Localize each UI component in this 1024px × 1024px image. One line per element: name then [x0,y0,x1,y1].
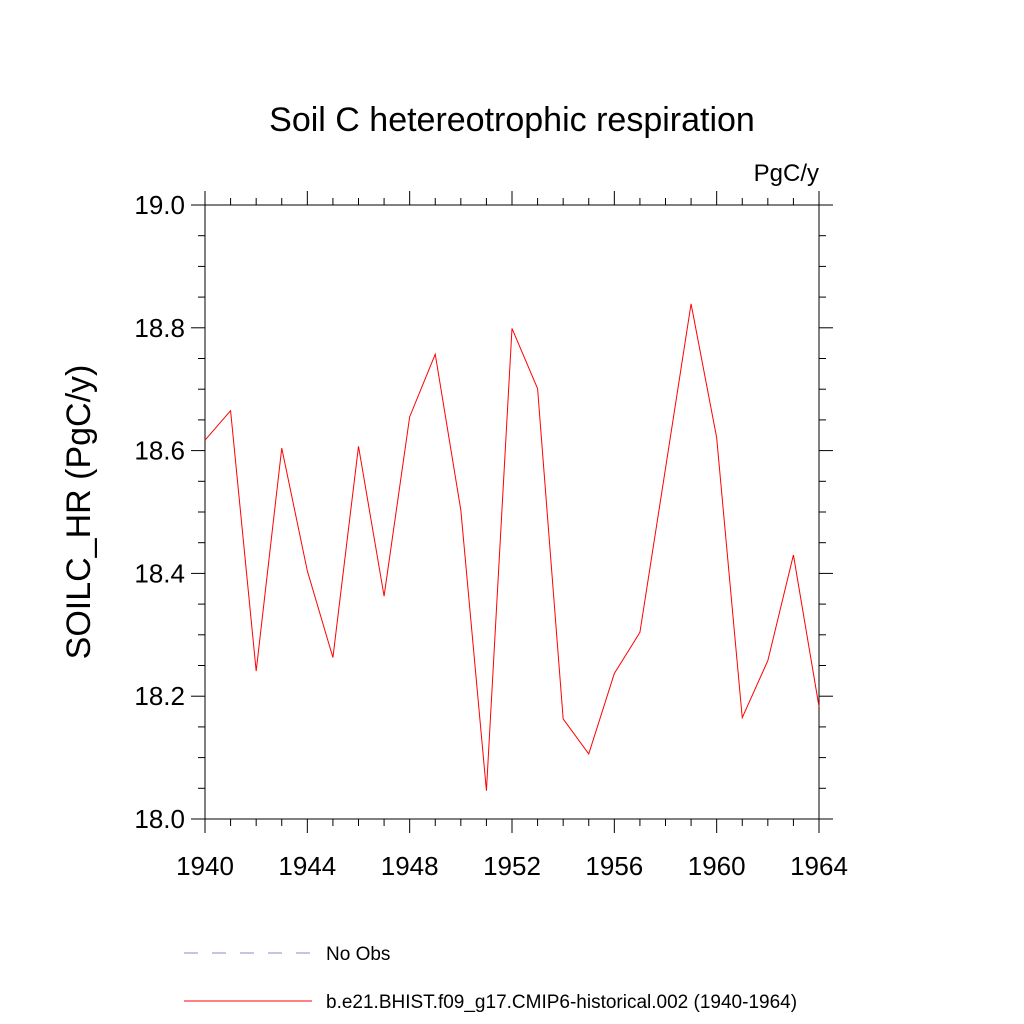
plot-frame [204,204,820,820]
x-tick-label: 1956 [585,851,643,881]
legend-label-historical: b.e21.BHIST.f09_g17.CMIP6-historical.002… [326,992,797,1013]
y-axis-label: SOILC_HR (PgC/y) [60,365,98,660]
y-tick-label: 19.0 [134,190,185,220]
legend: No Obs b.e21.BHIST.f09_g17.CMIP6-histori… [184,944,797,1013]
x-tick-label: 1960 [688,851,746,881]
series-layer [204,303,820,791]
x-tick-label: 1944 [278,851,336,881]
x-tick-label: 1964 [790,851,848,881]
x-tick-label: 1940 [176,851,234,881]
y-tick-label: 18.8 [134,313,185,343]
series-line-historical [204,303,820,791]
tick-labels: 18.0 18.2 18.4 18.6 18.8 19.0 1940 1944 1948 1952… [134,190,848,881]
legend-label-no-obs: No Obs [326,944,390,965]
y-tick-label: 18.2 [134,681,185,711]
chart-title: Soil C hetereotrophic respiration [269,101,755,139]
x-tick-label: 1948 [381,851,439,881]
units-label: PgC/y [754,160,819,187]
y-tick-label: 18.0 [134,804,185,834]
y-tick-label: 18.4 [134,558,185,588]
axis-ticks [191,191,833,833]
y-tick-label: 18.6 [134,436,185,466]
x-tick-label: 1952 [483,851,541,881]
